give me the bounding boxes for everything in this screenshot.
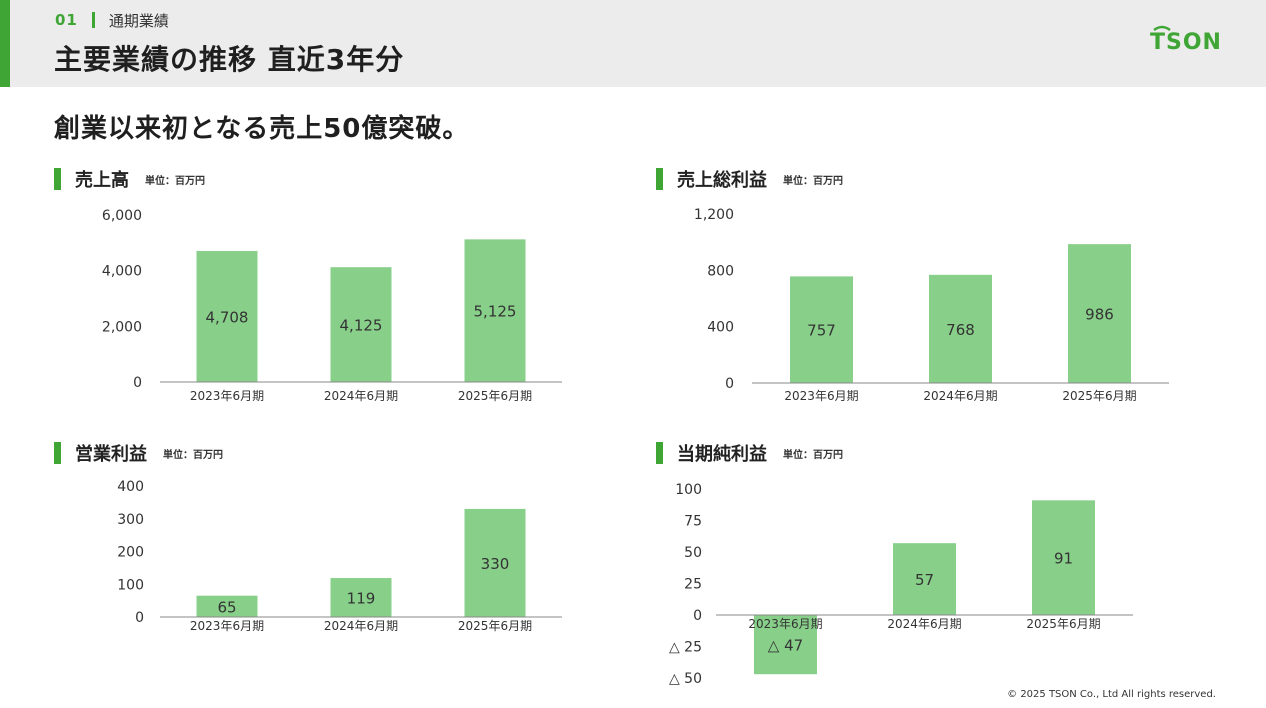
- bar: [754, 615, 817, 675]
- y-tick-label: 200: [117, 545, 144, 561]
- y-tick-label: 0: [725, 376, 734, 392]
- chart-title-marker: [54, 168, 61, 190]
- bar-value-label: 768: [946, 321, 975, 339]
- x-category-label: 2025年6月期: [458, 619, 532, 633]
- y-tick-label: 400: [707, 320, 734, 336]
- x-category-label: 2023年6月期: [784, 389, 858, 403]
- y-tick-label: 400: [117, 479, 144, 495]
- bar: [929, 274, 992, 383]
- tson-logo: TSON: [1150, 25, 1222, 55]
- y-tick-label: 25: [684, 577, 702, 593]
- logo-text: TSON: [1150, 30, 1222, 55]
- page-title: 主要業績の推移 直近3年分: [54, 43, 405, 76]
- bar-value-label: 986: [1085, 306, 1114, 324]
- bar: [464, 239, 526, 382]
- y-tick-label: 0: [135, 610, 144, 626]
- y-tick-label: 0: [133, 375, 142, 391]
- y-tick-label: 100: [117, 577, 144, 593]
- bar-value-label: 5,125: [474, 303, 517, 321]
- bar: [893, 543, 956, 615]
- chart-title-text: 売上総利益: [677, 170, 767, 191]
- y-tick-label: 2,000: [102, 319, 142, 335]
- bar: [330, 267, 392, 382]
- x-category-label: 2024年6月期: [923, 389, 997, 403]
- y-tick-label: △ 25: [669, 640, 702, 656]
- chart-title-operating-profit: 営業利益 単位：百万円: [54, 441, 223, 465]
- chart-title-net-income: 当期純利益 単位：百万円: [656, 441, 843, 465]
- x-category-label: 2024年6月期: [324, 389, 398, 403]
- copyright-footer: © 2025 TSON Co., Ltd All rights reserved…: [1007, 689, 1216, 700]
- section-name: 通期業績: [108, 11, 169, 30]
- y-tick-label: 800: [707, 263, 734, 279]
- bar-value-label: 4,708: [206, 308, 249, 326]
- bar-value-label: 91: [1054, 550, 1073, 568]
- chart-title-marker: [656, 442, 663, 464]
- chart-title-sales: 売上高 単位：百万円: [54, 167, 205, 191]
- y-tick-label: 100: [675, 482, 702, 498]
- logo-leaf-icon: [1153, 25, 1171, 32]
- bar: [196, 250, 258, 382]
- y-tick-label: 6,000: [102, 208, 142, 224]
- bar-value-label: 757: [807, 322, 836, 340]
- x-category-label: 2023年6月期: [190, 389, 264, 403]
- header-bar: [0, 0, 1266, 87]
- section-indicator: 01 通期業績: [55, 9, 169, 31]
- bar: [330, 578, 392, 617]
- y-tick-label: 4,000: [102, 264, 142, 280]
- bar-value-label: 57: [915, 571, 934, 589]
- bar-value-label: △ 47: [768, 637, 803, 655]
- x-category-label: 2025年6月期: [458, 389, 532, 403]
- x-category-label: 2025年6月期: [1062, 389, 1136, 403]
- y-tick-label: 0: [693, 608, 702, 624]
- bar-value-label: 330: [481, 555, 510, 573]
- y-tick-label: 50: [684, 545, 702, 561]
- chart-title-marker: [656, 168, 663, 190]
- chart-title-text: 売上高: [75, 170, 129, 191]
- y-tick-label: 1,200: [694, 207, 734, 223]
- bar: [1032, 500, 1095, 615]
- chart-unit-label: 単位：百万円: [145, 175, 205, 187]
- x-category-label: 2023年6月期: [190, 619, 264, 633]
- y-tick-label: 75: [684, 514, 702, 530]
- y-tick-label: 300: [117, 512, 144, 528]
- bar-value-label: 65: [217, 598, 236, 616]
- x-category-label: 2024年6月期: [887, 617, 961, 631]
- bar: [1068, 244, 1131, 383]
- x-category-label: 2024年6月期: [324, 619, 398, 633]
- chart-title-gross-profit: 売上総利益 単位：百万円: [656, 167, 843, 191]
- section-number: 01: [55, 11, 78, 29]
- y-tick-label: △ 50: [669, 671, 702, 687]
- bar-value-label: 119: [347, 590, 376, 608]
- chart-unit-label: 単位：百万円: [163, 449, 223, 461]
- chart-title-text: 当期純利益: [677, 444, 767, 465]
- x-category-label: 2023年6月期: [748, 617, 822, 631]
- headline: 創業以来初となる売上50億突破。: [54, 114, 470, 144]
- bar: [464, 508, 526, 617]
- chart-title-text: 営業利益: [75, 444, 147, 465]
- chart-title-marker: [54, 442, 61, 464]
- chart-unit-label: 単位：百万円: [783, 175, 843, 187]
- bar: [790, 276, 853, 383]
- bar-value-label: 4,125: [340, 317, 383, 335]
- x-category-label: 2025年6月期: [1026, 617, 1100, 631]
- chart-unit-label: 単位：百万円: [783, 449, 843, 461]
- header-accent-stripe: [0, 0, 10, 87]
- bar: [196, 595, 258, 617]
- section-divider: [91, 12, 95, 28]
